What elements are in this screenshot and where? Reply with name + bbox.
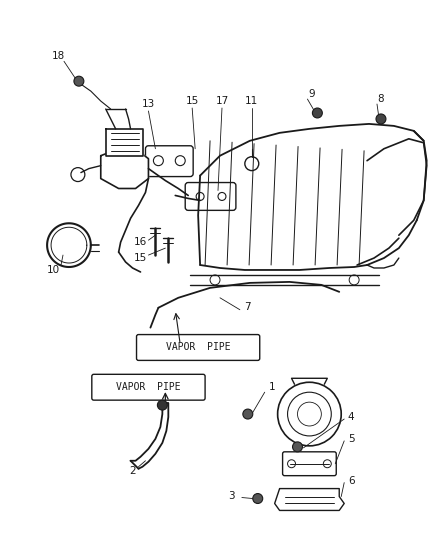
Text: 11: 11 <box>245 96 258 106</box>
Text: 10: 10 <box>46 265 60 275</box>
Text: 18: 18 <box>51 51 65 61</box>
Text: 8: 8 <box>378 94 384 104</box>
Text: 15: 15 <box>186 96 199 106</box>
Text: 5: 5 <box>348 434 354 444</box>
Text: 16: 16 <box>134 237 147 247</box>
Text: 17: 17 <box>215 96 229 106</box>
Polygon shape <box>275 489 344 511</box>
Text: VAPOR  PIPE: VAPOR PIPE <box>166 343 230 352</box>
Text: 9: 9 <box>308 89 315 99</box>
Text: 15: 15 <box>134 253 147 263</box>
Text: 13: 13 <box>142 99 155 109</box>
Text: VAPOR  PIPE: VAPOR PIPE <box>116 382 181 392</box>
Text: 2: 2 <box>129 466 136 475</box>
Text: 7: 7 <box>244 302 251 312</box>
Polygon shape <box>47 223 91 267</box>
Circle shape <box>253 494 263 504</box>
Text: 1: 1 <box>268 382 275 392</box>
Circle shape <box>376 114 386 124</box>
Text: 3: 3 <box>229 490 235 500</box>
Circle shape <box>74 76 84 86</box>
Polygon shape <box>106 129 144 156</box>
Circle shape <box>293 442 303 452</box>
Circle shape <box>157 400 167 410</box>
Circle shape <box>243 409 253 419</box>
Circle shape <box>312 108 322 118</box>
Text: 6: 6 <box>348 475 354 486</box>
Text: 4: 4 <box>348 412 354 422</box>
Polygon shape <box>101 149 148 189</box>
